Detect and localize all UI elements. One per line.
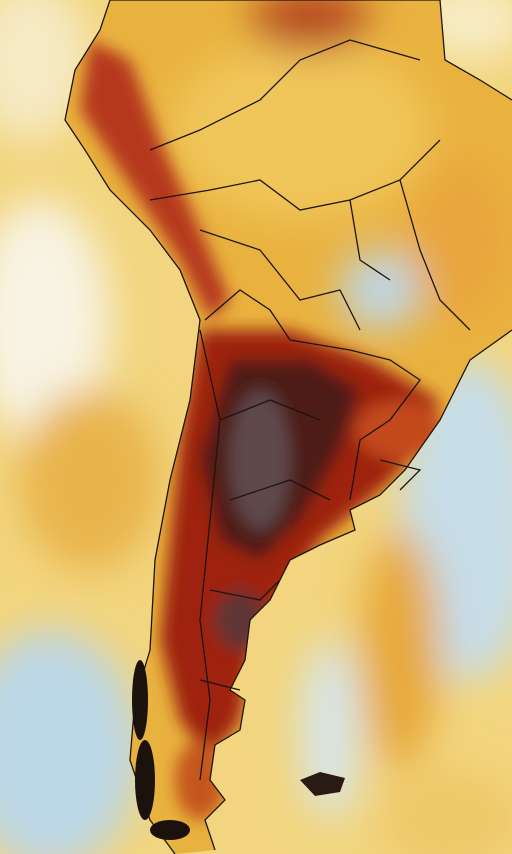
border (199, 229, 361, 331)
cool-patch (0, 630, 140, 854)
island (150, 820, 190, 840)
island (135, 740, 155, 820)
warm-patch (360, 530, 440, 770)
border (289, 339, 421, 501)
border (149, 39, 421, 151)
chilean-fjords (132, 660, 190, 840)
warm-zone (410, 160, 510, 320)
warm-zone (170, 40, 430, 220)
hot-zone (250, 0, 370, 50)
hot-zone (80, 40, 230, 320)
province-border (199, 399, 331, 691)
island (132, 660, 148, 740)
border (379, 459, 422, 491)
warm-patch (20, 390, 160, 570)
falkland-islands (300, 772, 345, 796)
extreme-zone (230, 390, 290, 530)
borders (64, 0, 512, 854)
warm-patch (380, 770, 512, 854)
cool-patch (0, 200, 110, 440)
border (204, 289, 291, 341)
state-border (349, 179, 471, 331)
cool-zone (340, 250, 420, 330)
border (199, 329, 221, 781)
